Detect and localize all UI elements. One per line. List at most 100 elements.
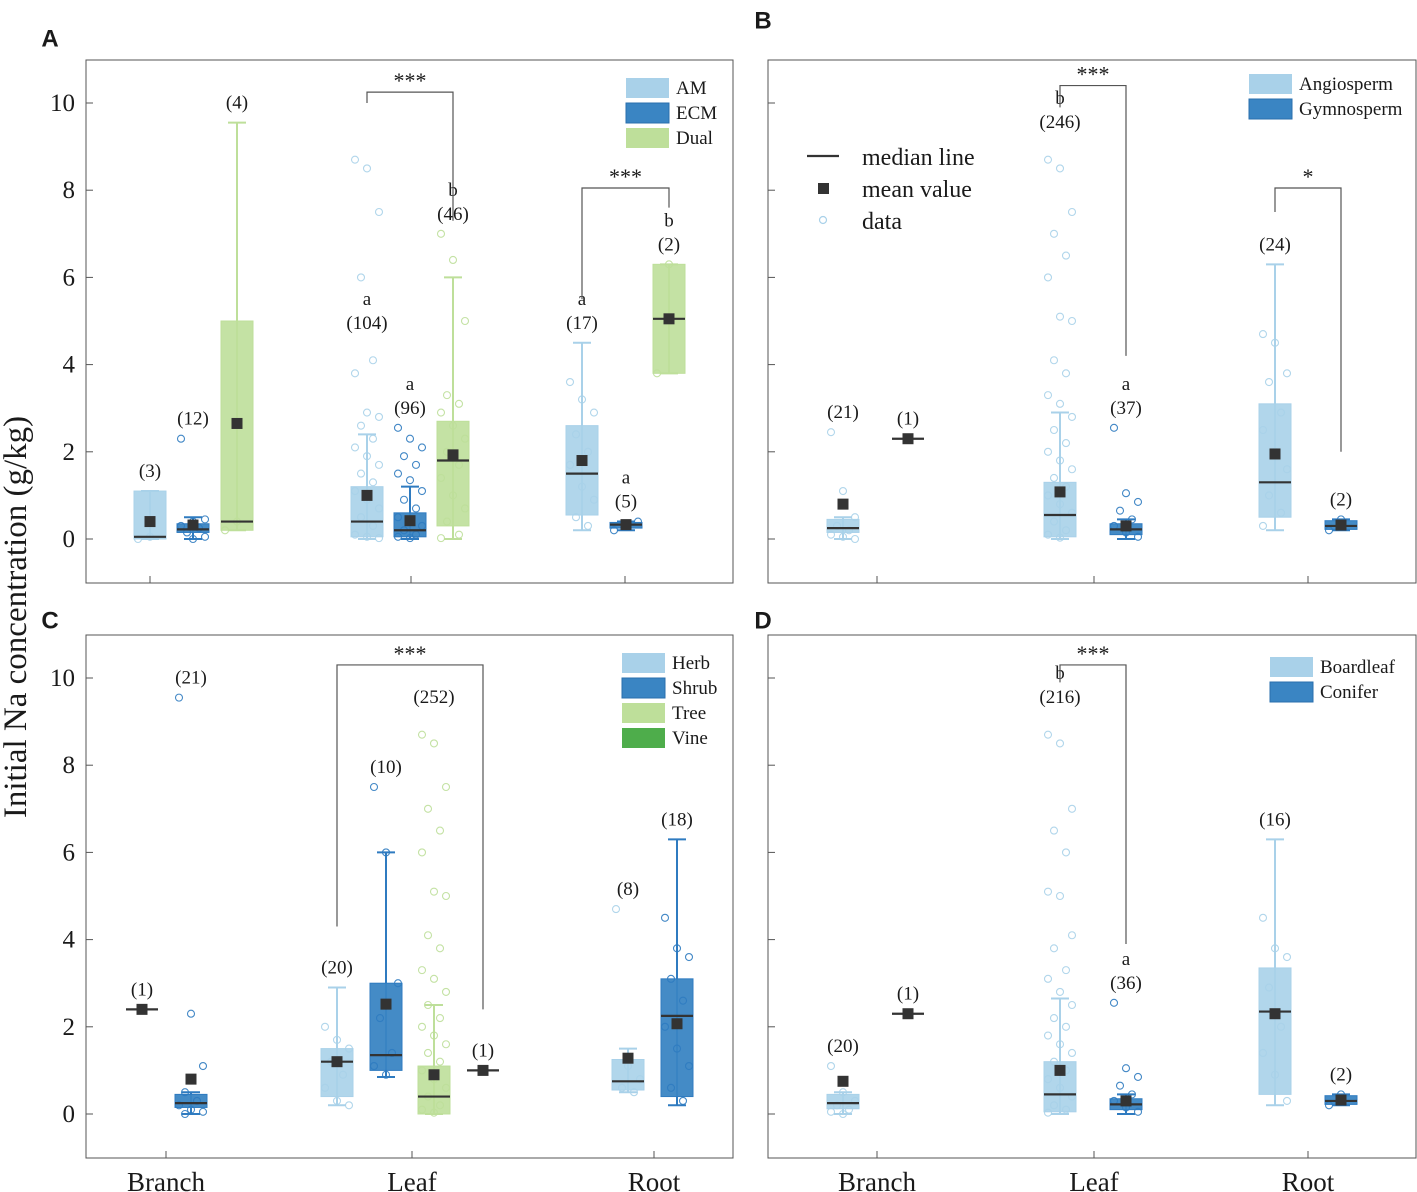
data-point (454, 399, 464, 408)
box-root-boardleaf: (16) (1258, 809, 1292, 1107)
mean-marker (136, 1003, 148, 1015)
data-point (174, 693, 184, 702)
data-point (1055, 891, 1065, 901)
sample-size-label: (36) (1110, 973, 1142, 994)
data-point (441, 987, 451, 996)
data-point (1270, 338, 1280, 347)
mean-marker (380, 998, 392, 1010)
legend-label: Gymnosperm (1299, 99, 1403, 120)
data-point (417, 443, 427, 452)
mean-marker (663, 313, 675, 325)
data-point (1276, 508, 1286, 517)
data-point (460, 434, 470, 443)
y-tick-label: 4 (63, 927, 76, 954)
data-point (381, 848, 391, 857)
legend: Herb Shrub Tree Vine (621, 653, 717, 749)
data-point (1055, 987, 1065, 996)
box (369, 982, 403, 1071)
data-point (460, 316, 470, 326)
legend-label: Tree (672, 703, 706, 724)
mean-marker (620, 519, 632, 531)
sample-size-label: (2) (658, 234, 680, 255)
data-point (571, 430, 581, 439)
data-point (436, 408, 446, 417)
y-tick-label: 6 (63, 839, 76, 866)
data-point (1264, 491, 1274, 500)
data-point (368, 478, 378, 487)
data-point (399, 495, 409, 504)
sample-size-label: (8) (617, 879, 639, 900)
data-point (188, 534, 198, 544)
data-point (850, 1096, 860, 1105)
y-tick-label: 0 (63, 526, 76, 553)
data-point (1109, 423, 1119, 432)
data-point (826, 530, 836, 539)
data-point (1061, 1105, 1071, 1114)
summary-legend-mean-label: mean value (862, 177, 972, 203)
box (1258, 967, 1292, 1095)
sample-size-label: (96) (394, 398, 426, 419)
data-point (660, 1022, 670, 1031)
data-point (1264, 983, 1274, 992)
data-point (417, 1022, 427, 1031)
mean-marker (622, 1052, 634, 1064)
sample-size-label: (10) (370, 757, 402, 778)
box (660, 978, 694, 1098)
box-root-dual: (2) b (652, 210, 686, 378)
significance-stars: *** (609, 164, 642, 189)
x-tick-label: Branch (838, 1167, 916, 1192)
data-point (1049, 1101, 1059, 1110)
data-point (1043, 155, 1053, 164)
data-point (1270, 1070, 1280, 1079)
data-point (374, 460, 384, 469)
data-point (441, 1040, 451, 1049)
box-branch-conifer: (1) (892, 984, 924, 1020)
significance-stars: *** (1077, 641, 1110, 666)
box-leaf-angiosperm: (246)b (1039, 88, 1081, 542)
box-leaf-conifer: (36) a (1109, 949, 1143, 1116)
mean-marker (671, 1018, 683, 1030)
legend-swatch (622, 703, 665, 723)
box-root-shrub: (18) (660, 809, 694, 1107)
data-point (1043, 391, 1053, 400)
data-point (1121, 489, 1131, 498)
data-point (374, 412, 384, 421)
data-point (429, 887, 439, 896)
data-point (423, 1000, 433, 1010)
mean-marker (1269, 448, 1281, 460)
data-point (350, 369, 360, 378)
data-point (672, 1044, 682, 1053)
data-point (198, 1061, 208, 1071)
data-point (320, 1022, 330, 1031)
data-point (1043, 1031, 1053, 1040)
bracket-line (366, 91, 454, 221)
data-point (436, 473, 446, 483)
sample-size-label: (2) (1330, 1064, 1352, 1085)
data-point (1258, 913, 1268, 922)
data-point (1061, 526, 1071, 535)
bracket-line (581, 187, 670, 300)
box (565, 425, 599, 516)
data-point (1049, 229, 1059, 238)
data-point (684, 1061, 694, 1071)
legend-label: AM (676, 78, 707, 99)
panel-label: B (754, 7, 771, 34)
data-point (405, 534, 415, 543)
data-point (652, 369, 662, 378)
data-point (442, 517, 452, 526)
group-letter: a (363, 289, 372, 310)
data-point (1067, 412, 1077, 421)
data-point (423, 931, 433, 940)
data-point (850, 513, 860, 522)
data-point (442, 391, 452, 400)
data-point (448, 421, 458, 430)
box-leaf-am: (104) a (346, 155, 388, 543)
data-point (611, 905, 621, 914)
data-point (393, 532, 403, 541)
data-point (1043, 974, 1053, 983)
data-point (1067, 316, 1077, 326)
mean-marker (1120, 520, 1132, 532)
panel-c: C 0 2 4 6 8 10 Branch Leaf Root (1) (21) (20) (10) (25… (41, 607, 734, 1192)
sample-size-label: (2) (1330, 489, 1352, 510)
data-point (666, 974, 676, 983)
